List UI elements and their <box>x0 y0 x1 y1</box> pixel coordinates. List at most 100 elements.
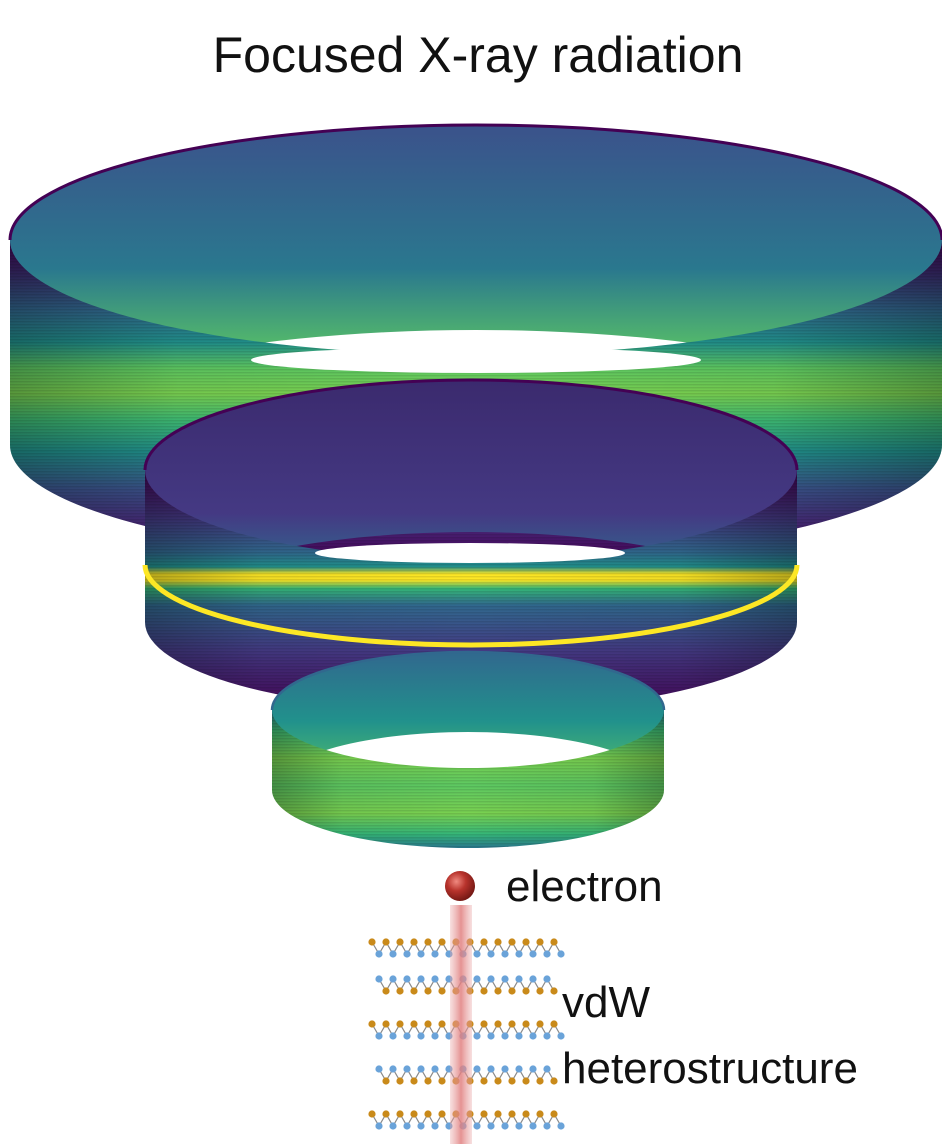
inner-ring-top-rim <box>270 650 666 711</box>
lattice-atom <box>494 1077 502 1085</box>
middle-ring-top-rim <box>143 378 799 471</box>
lattice-atom <box>368 1110 376 1118</box>
lattice-atom <box>431 1032 439 1040</box>
lattice-atom <box>410 1077 418 1085</box>
lattice-atom <box>473 1032 481 1040</box>
electron-beam <box>450 905 472 1144</box>
lattice-atom <box>501 1065 509 1073</box>
lattice-atom <box>424 1110 432 1118</box>
lattice-atom <box>494 1110 502 1118</box>
lattice-atom <box>522 1110 530 1118</box>
lattice-atom <box>417 950 425 958</box>
lattice-atom <box>557 950 565 958</box>
lattice-atom <box>389 1032 397 1040</box>
lattice-atom <box>536 987 544 995</box>
lattice-atom <box>473 950 481 958</box>
lattice-atom <box>543 1065 551 1073</box>
lattice-atom <box>424 938 432 946</box>
lattice-atom <box>431 1065 439 1073</box>
inner-ring-back-inner <box>272 652 664 790</box>
lattice-atom <box>536 938 544 946</box>
lattice-atom <box>501 1032 509 1040</box>
lattice-atom <box>480 938 488 946</box>
lattice-atom <box>543 1122 551 1130</box>
lattice-atom <box>480 1110 488 1118</box>
lattice-atom <box>417 1032 425 1040</box>
outer-ring-back-inner <box>10 125 942 445</box>
lattice-atom <box>410 1110 418 1118</box>
lattice-atom <box>375 1122 383 1130</box>
lattice-atom <box>473 1065 481 1073</box>
lattice-atom <box>487 1122 495 1130</box>
electron-label: electron <box>506 862 663 911</box>
lattice-atom <box>508 938 516 946</box>
lattice-atom <box>522 987 530 995</box>
lattice-atom <box>550 987 558 995</box>
lattice-atom <box>438 987 446 995</box>
lattice-atom <box>550 1020 558 1028</box>
lattice-atom <box>424 1020 432 1028</box>
lattice-atom <box>515 1065 523 1073</box>
lattice-atom <box>529 1032 537 1040</box>
lattice-atom <box>515 1122 523 1130</box>
lattice-atom <box>368 938 376 946</box>
middle-ring <box>142 378 800 712</box>
lattice-atom <box>557 1122 565 1130</box>
sample-label-line2: heterostructure <box>562 1044 858 1093</box>
sample-label-line1: vdW <box>562 978 650 1027</box>
lattice-atom <box>417 1122 425 1130</box>
lattice-atom <box>529 975 537 983</box>
lattice-atom <box>396 987 404 995</box>
lattice-atom <box>515 975 523 983</box>
lattice-atom <box>536 1020 544 1028</box>
electron-sphere <box>445 871 475 901</box>
lattice-atom <box>473 975 481 983</box>
lattice-atom <box>396 1077 404 1085</box>
lattice-atom <box>382 1020 390 1028</box>
lattice-atom <box>382 987 390 995</box>
lattice-atom <box>501 950 509 958</box>
lattice-atom <box>410 938 418 946</box>
lattice-atom <box>438 1110 446 1118</box>
lattice-atom <box>557 1032 565 1040</box>
figure-title: Focused X-ray radiation <box>213 27 744 83</box>
lattice-atom <box>403 975 411 983</box>
lattice-atom <box>543 975 551 983</box>
lattice-atom <box>494 938 502 946</box>
lattice-atom <box>536 1077 544 1085</box>
outer-ring-top-rim <box>8 123 942 241</box>
lattice-atom <box>508 987 516 995</box>
middle-ring-opening <box>315 543 625 563</box>
lattice-atom <box>382 1077 390 1085</box>
lattice-atom <box>438 1077 446 1085</box>
lattice-atom <box>515 950 523 958</box>
lattice-atom <box>375 950 383 958</box>
lattice-atom <box>389 1122 397 1130</box>
middle-ring-yellow-line <box>142 564 800 648</box>
lattice-atom <box>473 1122 481 1130</box>
lattice-atom <box>522 938 530 946</box>
lattice-atom <box>522 1077 530 1085</box>
lattice-atom <box>480 987 488 995</box>
lattice-atom <box>431 1122 439 1130</box>
lattice-atom <box>480 1077 488 1085</box>
lattice-atom <box>424 987 432 995</box>
lattice-atom <box>389 975 397 983</box>
lattice-atom <box>396 1110 404 1118</box>
lattice-atom <box>529 950 537 958</box>
lattice-atom <box>375 1032 383 1040</box>
lattice-atom <box>529 1065 537 1073</box>
lattice-atom <box>438 938 446 946</box>
lattice-atom <box>487 1032 495 1040</box>
lattice-atom <box>431 975 439 983</box>
inner-ring <box>270 650 666 848</box>
lattice-atom <box>515 1032 523 1040</box>
lattice-atom <box>417 975 425 983</box>
lattice-atom <box>424 1077 432 1085</box>
lattice-atom <box>403 1122 411 1130</box>
lattice-atom <box>543 950 551 958</box>
lattice-atom <box>403 950 411 958</box>
lattice-atom <box>375 975 383 983</box>
lattice-atom <box>508 1077 516 1085</box>
